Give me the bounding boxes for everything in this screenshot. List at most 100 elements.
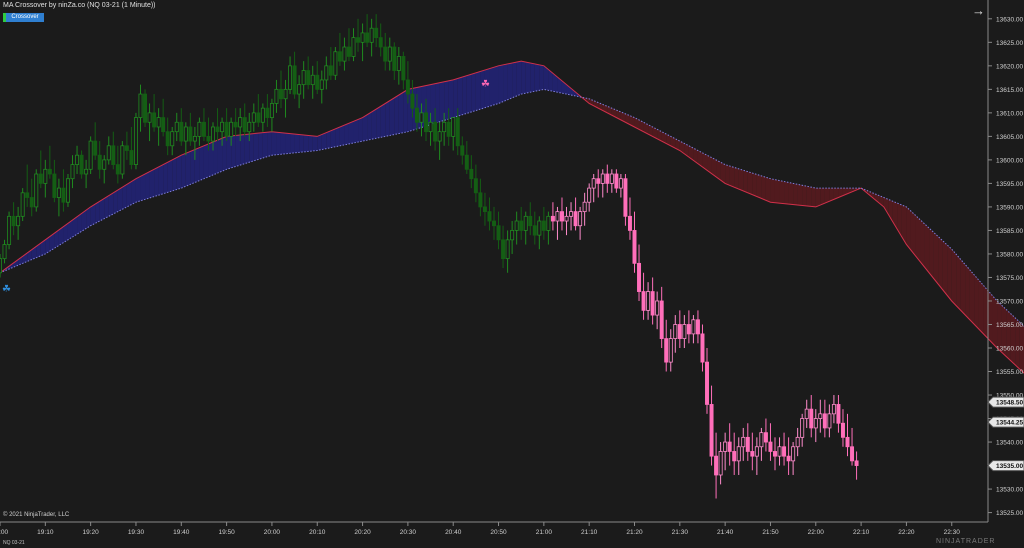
band-segment bbox=[752, 173, 757, 197]
candle-body-44 bbox=[197, 121, 202, 137]
band-segment bbox=[761, 175, 766, 201]
candle-body-11 bbox=[47, 168, 52, 175]
band-segment bbox=[104, 195, 109, 219]
candle-body-146 bbox=[659, 300, 664, 339]
candle-body-180 bbox=[813, 418, 818, 429]
candles bbox=[0, 14, 859, 499]
candle-body-47 bbox=[211, 126, 215, 142]
candle-body-80 bbox=[360, 32, 365, 43]
band-segment bbox=[371, 109, 377, 140]
band-segment bbox=[566, 84, 572, 95]
candle-body-24 bbox=[106, 145, 111, 161]
band-segment bbox=[915, 215, 921, 262]
candle-body-172 bbox=[777, 446, 782, 457]
band-segment bbox=[983, 285, 988, 339]
candle-body-125 bbox=[564, 215, 569, 222]
candle-body-78 bbox=[351, 37, 356, 57]
band-segment bbox=[81, 210, 87, 232]
candle-body-88 bbox=[396, 56, 401, 71]
candle-body-52 bbox=[233, 121, 238, 128]
candle-body-50 bbox=[224, 121, 229, 137]
band-segment bbox=[874, 193, 880, 204]
y-tick-label: 13565.00 bbox=[996, 322, 1023, 329]
candle-body-73 bbox=[328, 65, 333, 76]
candle-body-156 bbox=[705, 361, 709, 405]
band-segment bbox=[471, 72, 476, 112]
band-segment bbox=[847, 188, 853, 194]
band-segment bbox=[267, 131, 272, 157]
candle-body-34 bbox=[152, 112, 157, 128]
candle-body-136 bbox=[614, 173, 619, 189]
candle-body-111 bbox=[501, 239, 506, 260]
band-segment bbox=[385, 100, 390, 137]
band-segment bbox=[194, 147, 200, 183]
fast-ma-line bbox=[0, 60, 1024, 374]
crossover-badge[interactable]: Crossover bbox=[3, 13, 44, 22]
band-segment bbox=[126, 181, 132, 207]
x-tick-label: 20:50 bbox=[490, 529, 507, 536]
candle-body-66 bbox=[297, 84, 302, 95]
band-segment bbox=[707, 155, 712, 174]
band-segment bbox=[652, 126, 658, 139]
candle-body-109 bbox=[492, 220, 496, 227]
band-segment bbox=[697, 150, 703, 167]
x-tick-label: 20:10 bbox=[309, 529, 326, 536]
band-segment bbox=[525, 62, 531, 94]
band-segment bbox=[389, 97, 395, 136]
band-segment bbox=[167, 159, 173, 193]
candle-body-179 bbox=[809, 408, 814, 429]
band-segment bbox=[95, 201, 100, 224]
band-segment bbox=[793, 183, 798, 206]
band-segment bbox=[920, 219, 925, 268]
candle-body-67 bbox=[301, 70, 306, 86]
band-segment bbox=[222, 136, 227, 172]
candle-body-16 bbox=[70, 164, 75, 180]
arrow-right-icon[interactable]: → bbox=[972, 3, 985, 18]
band-segment bbox=[9, 262, 14, 269]
band-segment bbox=[40, 239, 46, 256]
candle-body-70 bbox=[315, 74, 320, 90]
band-segment bbox=[1006, 309, 1011, 361]
candle-body-64 bbox=[288, 65, 293, 90]
candle-body-106 bbox=[478, 192, 483, 208]
band-segment bbox=[693, 148, 698, 164]
candle-body-161 bbox=[727, 441, 732, 452]
slow-ma-line bbox=[0, 88, 1024, 327]
candle-body-132 bbox=[596, 178, 601, 184]
x-tick-label: 22:10 bbox=[853, 529, 870, 536]
x-tick-label: 19:40 bbox=[173, 529, 190, 536]
x-axis: 19:00 19:10 19:20 19:30 19:40 19:50 20:00 20:10… bbox=[0, 521, 988, 536]
candle-body-56 bbox=[251, 112, 256, 123]
candle-body-79 bbox=[356, 37, 361, 43]
y-axis: 13630.00 13625.00 13620.00 13615.00 13610.00… bbox=[987, 0, 1023, 522]
candle-body-108 bbox=[487, 211, 492, 222]
instrument-label: NQ 03-21 bbox=[3, 540, 25, 546]
candle-body-131 bbox=[591, 178, 596, 189]
band-segment bbox=[163, 162, 168, 194]
band-segment bbox=[158, 164, 164, 196]
band-segment bbox=[729, 166, 735, 188]
candle-body-0 bbox=[0, 258, 2, 274]
band-segment bbox=[657, 129, 662, 142]
y-tick-label: 13575.00 bbox=[996, 275, 1023, 282]
band-segment bbox=[756, 174, 762, 199]
candle-body-19 bbox=[84, 168, 89, 175]
candle-body-87 bbox=[392, 46, 397, 71]
band-segment bbox=[788, 182, 794, 205]
band-segment bbox=[226, 135, 232, 170]
band-segment bbox=[31, 246, 37, 260]
candle-body-128 bbox=[578, 211, 583, 227]
band-segment bbox=[634, 117, 640, 130]
candle-body-41 bbox=[183, 126, 188, 142]
band-segment bbox=[335, 126, 340, 147]
band-segment bbox=[117, 187, 123, 212]
candle-body-138 bbox=[623, 178, 628, 217]
candle-body-120 bbox=[541, 220, 546, 231]
band-segment bbox=[820, 188, 825, 206]
candle-body-144 bbox=[650, 291, 655, 316]
candle-body-54 bbox=[242, 117, 247, 133]
candle-body-139 bbox=[627, 215, 632, 231]
candle-body-30 bbox=[133, 117, 138, 165]
candle-body-135 bbox=[609, 173, 614, 184]
